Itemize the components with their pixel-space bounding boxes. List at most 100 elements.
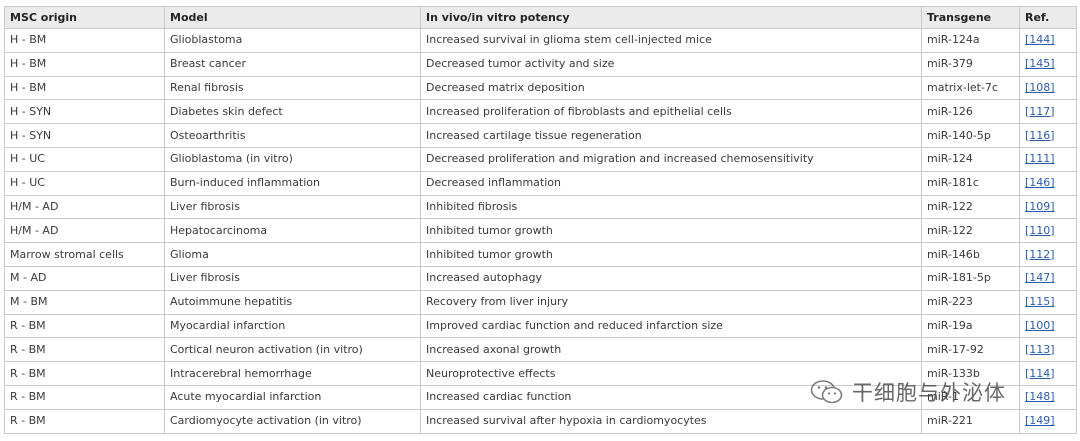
cell-msc-origin: M - AD <box>4 265 165 291</box>
cell-msc-origin: R - BM <box>4 337 165 363</box>
cell-msc-origin: R - BM <box>4 408 165 434</box>
cell-ref: [144] <box>1019 28 1077 53</box>
msc-transgene-table: MSC origin Model In vivo/in vitro potenc… <box>4 6 1077 434</box>
reference-link[interactable]: [111] <box>1025 152 1055 166</box>
reference-link[interactable]: [145] <box>1025 57 1055 71</box>
cell-transgene: matrix-let-7c <box>921 75 1020 101</box>
table-row: H/M - AD Hepatocarcinoma Inhibited tumor g… <box>4 218 1077 244</box>
reference-link[interactable]: [112] <box>1025 247 1055 261</box>
cell-ref: [117] <box>1019 99 1077 125</box>
table-row: H - BM Breast cancer Decreased tumor activ… <box>4 51 1077 77</box>
cell-msc-origin: M - BM <box>4 289 165 315</box>
cell-transgene: miR-124 <box>921 146 1020 172</box>
cell-potency: Increased proliferation of fibroblasts a… <box>420 99 922 125</box>
cell-transgene: miR-223 <box>921 289 1020 315</box>
table-row: M - AD Liver fibrosis Increased autophagy m… <box>4 265 1077 291</box>
header-transgene: Transgene <box>921 6 1020 29</box>
reference-link[interactable]: [117] <box>1025 104 1055 118</box>
cell-msc-origin: H - UC <box>4 170 165 196</box>
cell-model: Glioma <box>164 242 421 267</box>
cell-model: Glioblastoma (in vitro) <box>164 146 421 172</box>
cell-potency: Increased survival after hypoxia in card… <box>420 408 922 434</box>
cell-transgene: miR-221 <box>921 408 1020 434</box>
table-row: R - BM Cortical neuron activation (in vit… <box>4 337 1077 363</box>
table-row: H/M - AD Liver fibrosis Inhibited fibrosis… <box>4 194 1077 220</box>
cell-msc-origin: R - BM <box>4 361 165 386</box>
cell-transgene: miR-146b <box>921 242 1020 267</box>
cell-transgene: miR-122 <box>921 194 1020 220</box>
reference-link[interactable]: [116] <box>1025 128 1055 142</box>
table-row: R - BM Intracerebral hemorrhage Neuroprote… <box>4 361 1077 386</box>
table-row: R - BM Cardiomyocyte activation (in vitro… <box>4 408 1077 434</box>
cell-transgene: miR-19a <box>921 313 1020 339</box>
header-ref: Ref. <box>1019 6 1077 29</box>
table-row: H - BM Glioblastoma Increased survival in … <box>4 28 1077 53</box>
reference-link[interactable]: [110] <box>1025 223 1055 237</box>
cell-msc-origin: H/M - AD <box>4 218 165 244</box>
cell-msc-origin: H/M - AD <box>4 194 165 220</box>
cell-ref: [111] <box>1019 146 1077 172</box>
cell-potency: Decreased matrix deposition <box>420 75 922 101</box>
cell-transgene: miR-140-5p <box>921 123 1020 148</box>
cell-model: Burn-induced inflammation <box>164 170 421 196</box>
header-model: Model <box>164 6 421 29</box>
watermark: 干细胞与外泌体 <box>810 377 1006 407</box>
reference-link[interactable]: [108] <box>1025 80 1055 94</box>
cell-potency: Decreased proliferation and migration an… <box>420 146 922 172</box>
cell-msc-origin: H - BM <box>4 28 165 53</box>
cell-model: Cardiomyocyte activation (in vitro) <box>164 408 421 434</box>
cell-ref: [113] <box>1019 337 1077 363</box>
reference-link[interactable]: [148] <box>1025 390 1055 404</box>
table-row: R - BM Myocardial infarction Improved card… <box>4 313 1077 339</box>
reference-link[interactable]: [100] <box>1025 318 1055 332</box>
table-row: H - SYN Osteoarthritis Increased cartilage… <box>4 123 1077 148</box>
reference-link[interactable]: [147] <box>1025 271 1055 285</box>
cell-transgene: miR-181-5p <box>921 265 1020 291</box>
reference-link[interactable]: [146] <box>1025 176 1055 190</box>
cell-potency: Decreased inflammation <box>420 170 922 196</box>
cell-model: Autoimmune hepatitis <box>164 289 421 315</box>
cell-model: Cortical neuron activation (in vitro) <box>164 337 421 363</box>
cell-model: Breast cancer <box>164 51 421 77</box>
reference-link[interactable]: [109] <box>1025 199 1055 213</box>
cell-model: Renal fibrosis <box>164 75 421 101</box>
cell-transgene: miR-124a <box>921 28 1020 53</box>
cell-potency: Improved cardiac function and reduced in… <box>420 313 922 339</box>
cell-ref: [115] <box>1019 289 1077 315</box>
table-row: H - UC Burn-induced inflammation Decreased… <box>4 170 1077 196</box>
cell-potency: Inhibited fibrosis <box>420 194 922 220</box>
cell-msc-origin: Marrow stromal cells <box>4 242 165 267</box>
reference-link[interactable]: [144] <box>1025 33 1055 47</box>
cell-potency: Increased axonal growth <box>420 337 922 363</box>
cell-transgene: miR-379 <box>921 51 1020 77</box>
table-row: H - UC Glioblastoma (in vitro) Decreased p… <box>4 146 1077 172</box>
reference-link[interactable]: [149] <box>1025 414 1055 428</box>
cell-msc-origin: H - SYN <box>4 123 165 148</box>
table-row: H - SYN Diabetes skin defect Increased pro… <box>4 99 1077 125</box>
cell-model: Hepatocarcinoma <box>164 218 421 244</box>
header-msc-origin: MSC origin <box>4 6 165 29</box>
cell-potency: Increased survival in glioma stem cell-i… <box>420 28 922 53</box>
cell-model: Diabetes skin defect <box>164 99 421 125</box>
top-strip <box>0 0 1080 6</box>
cell-transgene: miR-126 <box>921 99 1020 125</box>
reference-link[interactable]: [114] <box>1025 366 1055 380</box>
cell-model: Liver fibrosis <box>164 265 421 291</box>
cell-msc-origin: R - BM <box>4 384 165 410</box>
watermark-text: 干细胞与外泌体 <box>852 381 1006 405</box>
cell-ref: [148] <box>1019 384 1077 410</box>
header-potency: In vivo/in vitro potency <box>420 6 922 29</box>
table-row: M - BM Autoimmune hepatitis Recovery from … <box>4 289 1077 315</box>
wechat-icon <box>810 380 843 404</box>
cell-transgene: miR-133b <box>921 361 1020 386</box>
cell-ref: [146] <box>1019 170 1077 196</box>
table-row: Marrow stromal cells Glioma Inhibited tumo… <box>4 242 1077 267</box>
cell-msc-origin: H - UC <box>4 146 165 172</box>
cell-msc-origin: H - SYN <box>4 99 165 125</box>
table-header-row: MSC origin Model In vivo/in vitro potenc… <box>4 6 1077 29</box>
cell-ref: [100] <box>1019 313 1077 339</box>
cell-model: Myocardial infarction <box>164 313 421 339</box>
reference-link[interactable]: [113] <box>1025 342 1055 356</box>
cell-transgene: miR-17-92 <box>921 337 1020 363</box>
reference-link[interactable]: [115] <box>1025 295 1055 309</box>
